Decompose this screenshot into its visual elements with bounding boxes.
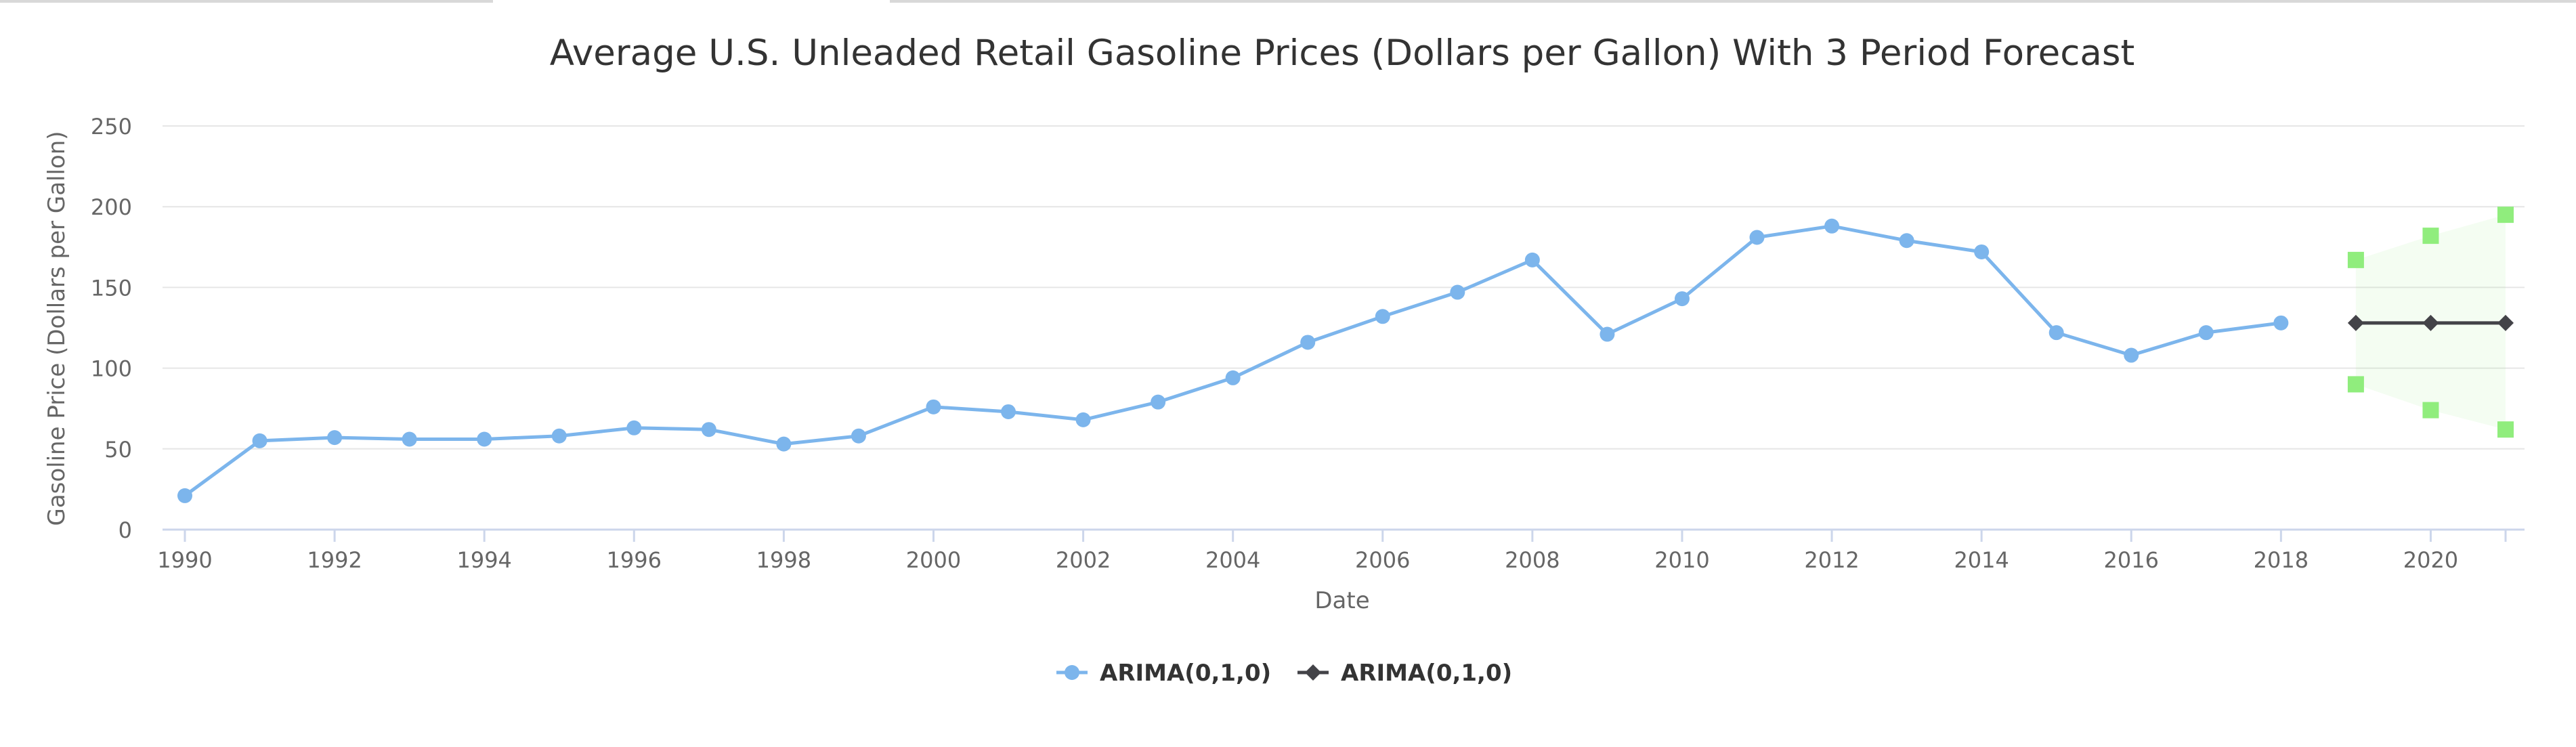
series-group	[177, 218, 2514, 503]
forecast-point	[2347, 314, 2364, 331]
grid-lines	[163, 125, 2525, 450]
data-point	[402, 431, 417, 447]
y-axis: 0 50 100 150 200 250	[91, 114, 132, 543]
top-border-left	[0, 0, 493, 3]
x-tick-label: 1992	[307, 547, 362, 573]
data-point	[252, 433, 267, 448]
x-tick-label: 2020	[2403, 547, 2458, 573]
legend-symbol	[1065, 665, 1079, 680]
x-tick-label: 2012	[1804, 547, 1859, 573]
data-point	[776, 436, 792, 452]
x-tick-label: 2016	[2104, 547, 2159, 573]
forecast-point	[2497, 314, 2514, 331]
data-point	[1375, 309, 1390, 324]
data-point	[1075, 412, 1091, 427]
forecast-lower-point	[2347, 376, 2364, 393]
data-point	[1225, 370, 1241, 385]
data-point	[626, 420, 642, 435]
x-tick-label: 2006	[1355, 547, 1410, 573]
data-point	[1600, 326, 1615, 342]
x-tick-label: 2010	[1654, 547, 1709, 573]
series-line-1	[183, 224, 2283, 498]
data-point	[1151, 394, 1166, 410]
x-tick-label: 2004	[1205, 547, 1260, 573]
data-point	[701, 422, 716, 437]
data-point	[1300, 335, 1316, 350]
legend-item-1[interactable]: ARIMA(0,1,0)	[1056, 660, 1271, 687]
legend-item-2[interactable]: ARIMA(0,1,0)	[1297, 660, 1512, 687]
data-point	[1974, 244, 1990, 259]
data-point	[2198, 325, 2214, 341]
data-point	[1001, 404, 1016, 419]
x-tick-label: 2018	[2254, 547, 2309, 573]
forecast-upper-point	[2347, 251, 2364, 268]
y-tick-label: 50	[104, 437, 132, 463]
x-tick-label: 2000	[906, 547, 961, 573]
x-tick-label: 1994	[456, 547, 511, 573]
data-point	[327, 430, 343, 446]
legend-symbol	[1305, 664, 1321, 681]
x-tick-label: 2002	[1056, 547, 1111, 573]
data-point	[1524, 252, 1540, 268]
data-point	[1824, 218, 1840, 234]
forecast-upper-point	[2497, 207, 2514, 223]
data-point	[177, 488, 192, 503]
legend[interactable]: ARIMA(0,1,0) ARIMA(0,1,0)	[1056, 660, 1512, 687]
y-tick-label: 0	[119, 517, 132, 543]
data-point	[551, 428, 567, 444]
x-tick-label: 1996	[607, 547, 662, 573]
data-point	[2273, 315, 2289, 330]
y-tick-label: 150	[91, 275, 132, 301]
chart-title: Average U.S. Unleaded Retail Gasoline Pr…	[550, 33, 2135, 74]
y-tick-label: 200	[91, 194, 132, 220]
x-tick-label: 1998	[756, 547, 811, 573]
forecast-upper-point	[2422, 228, 2439, 244]
data-point	[477, 431, 492, 447]
x-tick-label: 2008	[1505, 547, 1560, 573]
data-point	[1749, 230, 1765, 245]
data-point	[2124, 347, 2139, 363]
data-point	[926, 399, 941, 414]
legend-label: ARIMA(0,1,0)	[1341, 660, 1512, 687]
forecast-lower-point	[2422, 402, 2439, 419]
data-point	[1674, 291, 1690, 307]
forecast-point	[2422, 314, 2439, 331]
top-border-right	[890, 0, 2576, 3]
data-point	[1450, 284, 1465, 300]
data-point	[1899, 233, 1914, 249]
data-point	[851, 428, 866, 444]
x-tick-label: 1990	[157, 547, 212, 573]
forecast-lower-point	[2497, 421, 2514, 438]
legend-label: ARIMA(0,1,0)	[1100, 660, 1271, 687]
data-point	[2048, 325, 2064, 341]
y-tick-label: 250	[91, 114, 132, 140]
x-axis-label: Date	[1314, 587, 1369, 614]
y-tick-label: 100	[91, 356, 132, 382]
y-axis-label: Gasoline Price (Dollars per Gallon)	[43, 131, 70, 526]
x-tick-label: 2014	[1954, 547, 2009, 573]
x-axis: 1990 1992 1994 1996 1998 2000 2002 2004 2006 2008…	[157, 528, 2525, 573]
